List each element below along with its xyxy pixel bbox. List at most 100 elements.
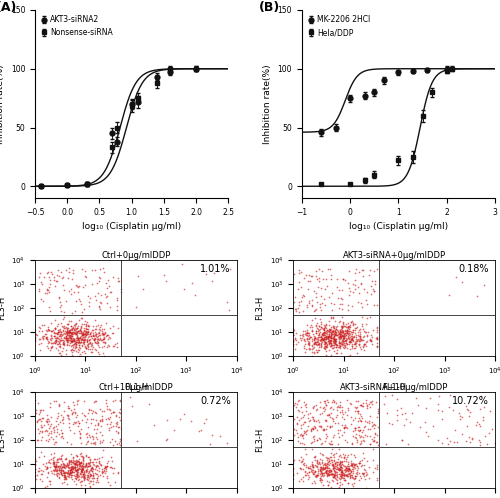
Point xyxy=(57,468,65,476)
Point xyxy=(100,352,108,360)
Point xyxy=(312,461,320,469)
Point xyxy=(52,336,60,344)
Point xyxy=(72,466,80,474)
Point xyxy=(72,340,80,348)
Point xyxy=(298,431,306,439)
Point xyxy=(312,462,320,470)
Point xyxy=(72,458,80,466)
Point xyxy=(70,334,78,342)
Point xyxy=(312,471,320,479)
Point xyxy=(351,326,359,334)
Point xyxy=(69,462,77,470)
Point xyxy=(62,328,70,336)
Point xyxy=(60,471,68,479)
Point xyxy=(52,432,60,440)
Point xyxy=(305,270,313,278)
Point xyxy=(328,462,336,470)
Point xyxy=(321,468,329,476)
Point xyxy=(354,426,362,434)
Point xyxy=(86,336,94,344)
Point xyxy=(77,462,85,470)
Point xyxy=(58,273,66,281)
Point xyxy=(328,409,336,417)
Point xyxy=(94,478,102,486)
Point xyxy=(77,467,85,475)
Point xyxy=(74,473,82,481)
Point xyxy=(72,476,80,484)
Point xyxy=(78,323,86,331)
Point xyxy=(60,337,68,345)
Point xyxy=(58,466,66,474)
Point xyxy=(37,417,45,425)
Point xyxy=(57,334,65,342)
Point xyxy=(70,471,78,479)
Point xyxy=(372,438,380,446)
Point xyxy=(39,334,47,342)
Point xyxy=(336,463,344,471)
Point xyxy=(326,326,334,334)
Point xyxy=(326,471,334,479)
Point xyxy=(328,330,336,338)
X-axis label: log₁₀ (Cisplatin μg/ml): log₁₀ (Cisplatin μg/ml) xyxy=(349,222,448,231)
Point xyxy=(292,336,300,344)
Point xyxy=(65,287,73,295)
Point xyxy=(39,335,47,343)
Point xyxy=(316,466,324,474)
Point xyxy=(321,329,329,337)
Point xyxy=(78,338,86,346)
Point xyxy=(75,458,83,466)
Point xyxy=(66,326,74,334)
Point xyxy=(88,280,96,288)
Point xyxy=(301,401,309,409)
Point xyxy=(362,404,370,412)
Point xyxy=(73,329,81,337)
Point xyxy=(82,452,90,460)
Point xyxy=(344,467,351,475)
Point xyxy=(62,462,70,470)
Point xyxy=(344,323,352,331)
Point xyxy=(336,475,344,483)
Point xyxy=(325,457,333,465)
Point xyxy=(356,457,364,465)
Point xyxy=(102,459,110,467)
Point xyxy=(44,415,52,423)
Point xyxy=(326,293,334,301)
Point xyxy=(72,400,80,408)
Point xyxy=(320,465,328,473)
Point xyxy=(318,450,326,458)
Point xyxy=(310,336,318,344)
Point xyxy=(60,470,68,478)
Point xyxy=(36,421,44,429)
Point xyxy=(98,407,106,415)
Point xyxy=(72,347,80,355)
Point xyxy=(62,323,70,331)
Point xyxy=(50,453,58,461)
Point xyxy=(318,284,326,292)
Point xyxy=(306,272,314,280)
Point xyxy=(342,471,350,479)
Point xyxy=(289,325,297,333)
Point xyxy=(351,285,359,293)
Point xyxy=(44,431,52,439)
Point xyxy=(310,470,318,478)
Point xyxy=(341,436,349,444)
Point xyxy=(313,436,321,444)
Point xyxy=(80,333,88,341)
Point xyxy=(353,466,361,474)
Point xyxy=(332,330,340,338)
Point xyxy=(46,399,54,407)
Point xyxy=(68,458,76,466)
Point xyxy=(309,433,317,441)
Point xyxy=(91,266,99,274)
Point xyxy=(360,341,368,349)
Point xyxy=(66,466,74,474)
Point xyxy=(314,346,322,354)
Point xyxy=(476,441,484,449)
Point xyxy=(58,463,66,471)
Point xyxy=(63,328,71,336)
Point xyxy=(68,309,76,317)
Point xyxy=(102,415,110,423)
Point xyxy=(334,426,342,434)
Point xyxy=(314,283,322,291)
Point xyxy=(339,335,347,343)
